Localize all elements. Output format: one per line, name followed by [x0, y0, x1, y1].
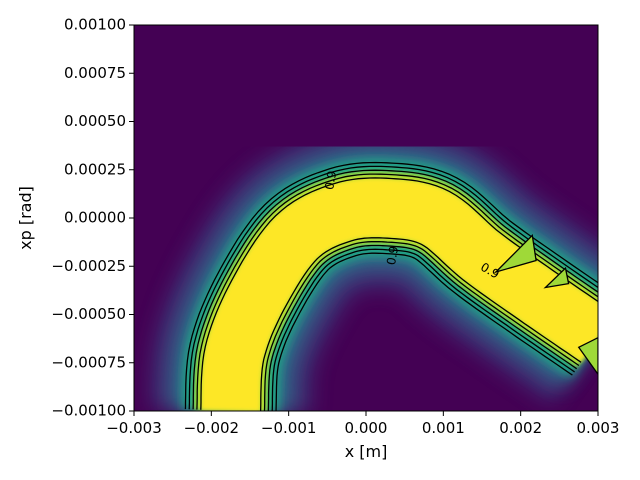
y-tick-label: 0.00100: [64, 16, 126, 34]
y-tick-label: −0.00075: [51, 353, 126, 371]
x-axis-label: x [m]: [345, 442, 388, 461]
plot-area: 0.90.90.9: [134, 25, 598, 411]
x-tick-label: −0.003: [106, 419, 162, 437]
y-tick-label: 0.00000: [64, 209, 126, 227]
x-tick-label: 0.003: [577, 419, 620, 437]
y-axis: 0.00100 0.00075 0.00050 0.00025 0.00000 −0.00…: [51, 16, 134, 420]
x-tick-label: −0.001: [261, 419, 317, 437]
heat-peak: [200, 177, 598, 411]
contour-island-3: [577, 336, 598, 376]
contour-line-0.5-outer: [275, 252, 573, 411]
y-axis-label: xp [rad]: [16, 186, 35, 250]
y-tick-label: 0.00050: [64, 112, 126, 130]
x-tick-label: 0.001: [422, 419, 465, 437]
y-tick-label: 0.00075: [64, 64, 126, 82]
heatmap-band: [150, 127, 598, 411]
contour-lines: [184, 161, 598, 411]
x-axis: −0.003 −0.002 −0.001 0.000 0.001 0.002 0.003: [106, 411, 619, 437]
contour-line-0.9-outer: [259, 237, 582, 411]
contour-line-0.8-outer: [263, 240, 580, 411]
y-tick-label: −0.00025: [51, 257, 126, 275]
x-tick-label: −0.002: [184, 419, 240, 437]
contour-line-0.5-inner: [184, 161, 598, 410]
x-tick-label: 0.000: [345, 419, 388, 437]
contour-label-2: 0.9: [384, 245, 401, 266]
contour-line-0.6-outer: [271, 248, 575, 411]
contour-line-0.7-outer: [267, 244, 578, 411]
y-tick-label: −0.00100: [51, 402, 126, 420]
y-tick-label: 0.00025: [64, 160, 126, 178]
x-tick-label: 0.002: [499, 419, 542, 437]
contour-island-1: [493, 234, 537, 274]
contour-label-1: 0.9: [322, 170, 339, 191]
y-tick-label: −0.00050: [51, 305, 126, 323]
contour-labels: 0.90.90.9: [322, 170, 502, 282]
contour-island-2: [543, 266, 570, 289]
